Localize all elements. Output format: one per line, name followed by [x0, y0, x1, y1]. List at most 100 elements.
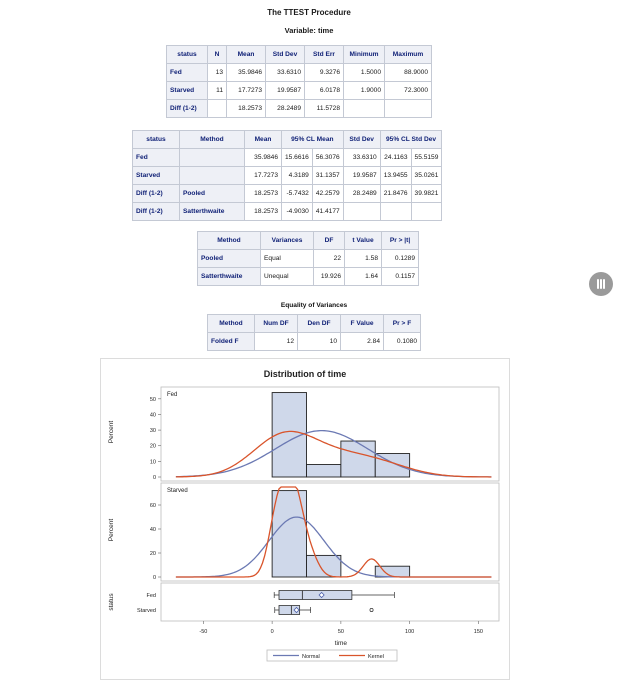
table-cell: 33.6310	[265, 63, 305, 82]
table-cell: 88.9000	[384, 63, 432, 82]
table-row: Diff (1-2) 18.2573 28.2489 11.5728	[166, 99, 432, 118]
y-tick-label: 30	[150, 428, 156, 434]
table-cell: 10	[297, 332, 341, 351]
row-header: Satterthwaite	[179, 202, 245, 221]
column-header: Std Dev	[342, 130, 381, 149]
table-row: Fed 13 35.9846 33.6310 9.3276 1.5000 88.9000	[166, 63, 432, 82]
y-tick-label: 0	[153, 475, 156, 481]
table-cell: 19.9587	[265, 81, 305, 100]
y-tick-label: 20	[150, 551, 156, 557]
y-axis-label: Percent	[108, 519, 115, 542]
procedure-title: The TTEST Procedure	[267, 8, 351, 17]
panel-frame	[160, 482, 500, 582]
table-cell	[207, 99, 227, 118]
column-header: 95% CL Std Dev	[379, 130, 443, 149]
caption-row: Equality of Variances	[207, 297, 421, 315]
row-header: Folded F	[207, 332, 255, 351]
table-cell: 11.5728	[304, 99, 344, 118]
column-header: Mean	[244, 130, 282, 149]
table-cell: -4.9030	[281, 202, 313, 221]
kernel-curve	[175, 486, 492, 578]
table-cell: 56.3076	[311, 148, 344, 167]
column-header: status	[166, 45, 208, 64]
boxplot-category-label: Fed	[147, 593, 156, 599]
confidence-limits-table: status Method Mean 95% CL Mean Std Dev 95% CL…	[132, 130, 443, 221]
row-header: Satterthwaite	[197, 267, 261, 286]
y-tick-label: 10	[150, 459, 156, 465]
panel-frame	[160, 386, 500, 482]
column-header: Den DF	[297, 314, 341, 333]
y-tick-label: 40	[150, 527, 156, 533]
table-cell: 0.1157	[381, 267, 419, 286]
table-row: Folded F 12 10 2.84 0.1080	[207, 332, 421, 351]
row-header: Pooled	[179, 184, 245, 203]
table-cell: 18.2573	[226, 99, 266, 118]
table-cell: 1.9000	[343, 81, 385, 100]
table-cell	[379, 202, 412, 221]
boxplot-category-label: Starved	[137, 608, 156, 614]
header-row: status Method Mean 95% CL Mean Std Dev 95% CL…	[132, 130, 443, 149]
table-cell: 4.3189	[281, 166, 313, 185]
panel-label: Starved	[167, 488, 188, 494]
table-cell: 35.0261	[410, 166, 443, 185]
table-cell: 28.2489	[265, 99, 305, 118]
table-cell: 0.1289	[381, 249, 419, 268]
table-cell: 42.2579	[311, 184, 344, 203]
table-cell: 0.1080	[383, 332, 421, 351]
table-cell: 19.9587	[342, 166, 381, 185]
table-row: Diff (1-2) Pooled 18.2573 -5.7432 42.2579 28.…	[132, 184, 443, 203]
boxplot-box	[278, 590, 353, 600]
table-cell: 15.6616	[281, 148, 313, 167]
legend	[266, 649, 398, 662]
column-header: Method	[179, 130, 245, 149]
kernel-curve	[175, 430, 492, 478]
statistics-table: status N Mean Std Dev Std Err Minimum Maximum F…	[166, 45, 432, 118]
table-cell: 24.1163	[379, 148, 412, 167]
row-header	[179, 166, 245, 185]
column-header: t Value	[344, 231, 382, 250]
x-tick-label: 100	[405, 629, 414, 635]
distribution-chart: Distribution of time Fed 0 10 20 30 40 50 Percen…	[108, 369, 500, 662]
table-cell: 35.9846	[244, 148, 282, 167]
table-row: Starved 11 17.7273 19.9587 6.0178 1.9000 72.30…	[166, 81, 432, 100]
row-header: Starved	[132, 166, 180, 185]
histogram-bar	[306, 464, 342, 478]
table-cell: 9.3276	[304, 63, 344, 82]
row-header	[179, 148, 245, 167]
table-cell	[343, 99, 385, 118]
table-cell: 35.9846	[226, 63, 266, 82]
table-cell: 55.5159	[410, 148, 443, 167]
drag-handle-icon[interactable]	[589, 272, 613, 296]
equality-of-variances-table: Equality of Variances Method Num DF Den DF F…	[207, 297, 421, 351]
table-caption: Equality of Variances	[207, 297, 421, 315]
row-header: Fed	[166, 63, 208, 82]
x-axis-label: time	[335, 640, 348, 647]
boxplot-box	[278, 605, 301, 615]
boxplot-mean-marker	[318, 591, 325, 599]
table-cell	[410, 202, 443, 221]
table-cell: Equal	[260, 249, 314, 268]
variable-title: Variable: time	[284, 26, 334, 35]
table-cell: 6.0178	[304, 81, 344, 100]
histogram-bar	[340, 440, 376, 478]
row-header: Pooled	[197, 249, 261, 268]
y-axis-label: Percent	[108, 421, 115, 444]
table-row: Fed 35.9846 15.6616 56.3076 33.6310 24.1163 55…	[132, 148, 443, 167]
table-cell: 11	[207, 81, 227, 100]
legend-label: Normal	[302, 654, 320, 660]
table-cell: 12	[254, 332, 298, 351]
table-cell: 17.7273	[226, 81, 266, 100]
histogram-bar	[306, 554, 342, 578]
column-header: status	[132, 130, 180, 149]
table-row: Pooled Equal 22 1.58 0.1289	[197, 249, 419, 268]
header-row: Method Num DF Den DF F Value Pr > F	[207, 314, 421, 333]
distribution-plot: Distribution of time Fed 0 10 20 30 40 50 Percen…	[100, 358, 510, 680]
table-cell	[342, 202, 381, 221]
table-cell: 1.64	[344, 267, 382, 286]
table-row: Starved 17.7273 4.3189 31.1357 19.9587 13.945…	[132, 166, 443, 185]
histogram-bar	[374, 453, 411, 478]
table-cell	[384, 99, 432, 118]
row-header: Starved	[166, 81, 208, 100]
column-header: Std Dev	[265, 45, 305, 64]
boxplot-axis-label: status	[108, 593, 115, 611]
